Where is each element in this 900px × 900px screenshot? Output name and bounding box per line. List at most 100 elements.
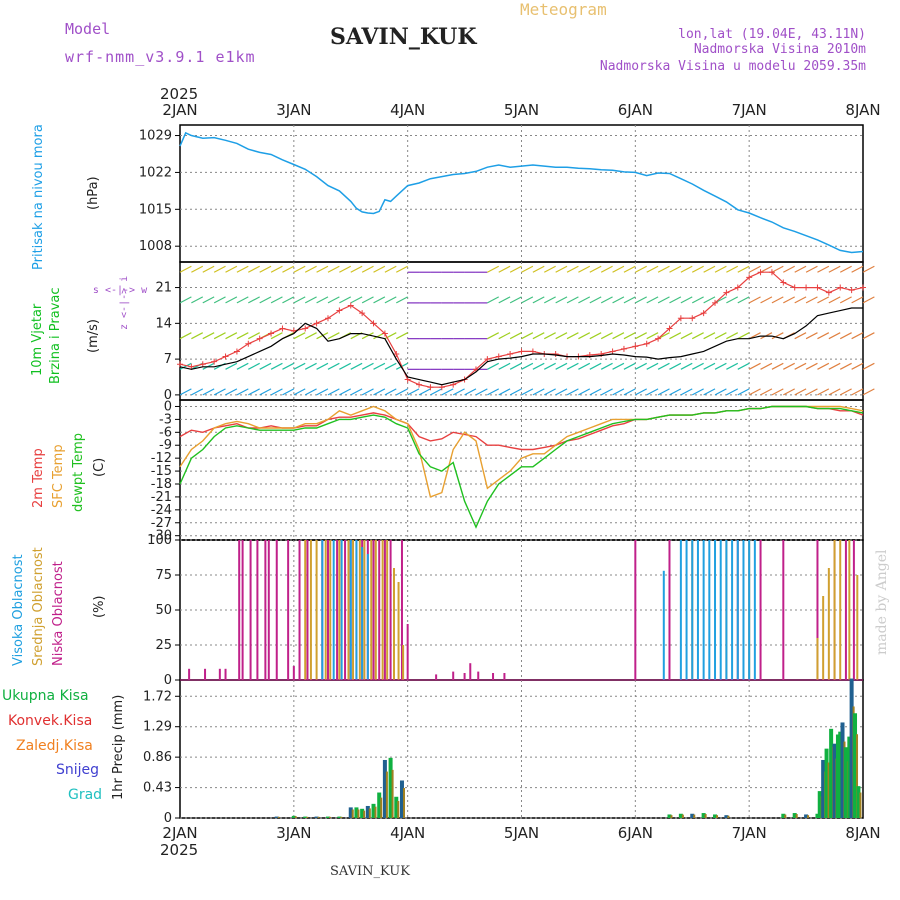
wind-barb xyxy=(805,362,818,370)
wind-barb xyxy=(726,362,739,370)
wind-barb xyxy=(339,296,352,304)
cloud-bar xyxy=(306,540,309,680)
wind-barb xyxy=(361,388,374,396)
cloud-bar xyxy=(816,540,819,680)
wind-gust-marker xyxy=(222,353,229,360)
wind-barb xyxy=(851,265,864,273)
cloud-bar xyxy=(188,668,191,680)
wind-barb xyxy=(532,332,545,340)
wind-barb xyxy=(475,388,488,396)
cloud-bar xyxy=(264,540,267,680)
cloud-bar xyxy=(714,540,717,680)
wind-barb xyxy=(839,265,852,273)
cloud-bar xyxy=(204,668,207,680)
wind-barb xyxy=(361,296,374,304)
precip-bar-conv xyxy=(385,771,388,818)
wind-barb xyxy=(783,388,795,396)
pressure-unit-label: (hPa) xyxy=(86,176,101,210)
wind-barb xyxy=(862,332,875,340)
y-tick-label: -3 xyxy=(159,412,172,427)
cloud-bar xyxy=(374,540,377,680)
precip-bar xyxy=(829,728,834,818)
wind-gust-marker xyxy=(734,284,741,291)
wind-barb xyxy=(316,388,329,396)
y-tick-label: 1008 xyxy=(139,239,172,254)
wind-barb xyxy=(396,265,408,273)
wind-barb xyxy=(566,362,579,370)
cloud-bar xyxy=(298,540,301,680)
precip-bar-conv xyxy=(402,787,405,818)
wind-barb xyxy=(578,388,591,396)
precip-bar xyxy=(337,816,342,818)
cloud-bar xyxy=(402,645,405,680)
wind-barb xyxy=(703,362,716,370)
precip-bar-conv xyxy=(856,734,859,818)
wind-barb xyxy=(794,296,807,304)
wind-barb xyxy=(236,388,249,396)
wind-barb xyxy=(566,296,579,304)
y-tick-label: 100 xyxy=(147,533,172,548)
wind-barb xyxy=(703,265,716,273)
wind-barb xyxy=(600,362,613,370)
cloud-bar xyxy=(725,540,728,680)
wind-barb xyxy=(213,296,226,304)
wind-barb xyxy=(396,332,408,340)
wind-barb xyxy=(521,265,534,273)
wind-barb xyxy=(498,388,511,396)
precip-bar-conv xyxy=(277,816,280,818)
wind-barb xyxy=(669,388,682,396)
pressure-line xyxy=(179,131,864,254)
precip-bar-conv xyxy=(397,801,400,818)
wind-barb xyxy=(441,388,454,396)
cloud-bar xyxy=(827,568,830,680)
wind-barb xyxy=(771,332,784,340)
wind-barb xyxy=(213,388,226,396)
cloud-bar xyxy=(634,540,637,680)
precip-bar xyxy=(724,815,729,818)
cloud-bar xyxy=(469,663,472,680)
wind-barb xyxy=(532,388,545,396)
y-tick-label: -12 xyxy=(151,451,172,466)
wind-barb xyxy=(350,265,363,273)
precip-legend-snow: Snijeg xyxy=(56,762,99,778)
precip-bar-conv xyxy=(391,769,394,818)
precip-bar xyxy=(713,814,718,818)
cloud-bar xyxy=(452,671,455,680)
cloud-bar xyxy=(349,540,352,680)
wind-barb xyxy=(179,362,192,370)
wind-barb xyxy=(760,388,773,396)
wind-barb xyxy=(532,296,545,304)
wind-barb xyxy=(532,265,545,273)
precip-legend-total: Ukupna Kisa xyxy=(2,688,89,704)
precip-bar-conv xyxy=(727,815,730,818)
wind-gust-marker xyxy=(393,351,400,357)
wind-barb xyxy=(225,265,238,273)
wind-barb xyxy=(828,362,841,370)
year-top: 2025 xyxy=(160,85,198,103)
cloud-bar xyxy=(685,540,688,680)
wind-barb xyxy=(862,296,875,304)
wind-gust-marker xyxy=(518,348,525,355)
precip-bar xyxy=(690,813,695,818)
wind-gust-marker xyxy=(677,315,684,322)
cloud-bar xyxy=(361,547,364,680)
precip-bar xyxy=(303,816,308,818)
model-elevation-label: Nadmorska Visina u modelu 2059.35m xyxy=(600,59,866,74)
wind-barb xyxy=(794,265,807,273)
wind-barb xyxy=(555,296,568,304)
wind-barb xyxy=(828,265,841,273)
wind-barb xyxy=(191,332,204,340)
wind-barb xyxy=(600,265,613,273)
wind-barb xyxy=(191,265,204,273)
precip-bar-conv xyxy=(363,810,366,818)
precip-bar-conv xyxy=(374,806,377,818)
wind-unit-label: (m/s) xyxy=(86,319,101,353)
elevation-label: Nadmorska Visina 2010m xyxy=(694,42,866,57)
wind-barb xyxy=(350,296,363,304)
wind-barb xyxy=(293,296,306,304)
wind-barb xyxy=(270,388,283,396)
wind-barb xyxy=(509,362,522,370)
y-tick-label: -18 xyxy=(151,477,172,492)
cloud-bar xyxy=(249,540,252,680)
